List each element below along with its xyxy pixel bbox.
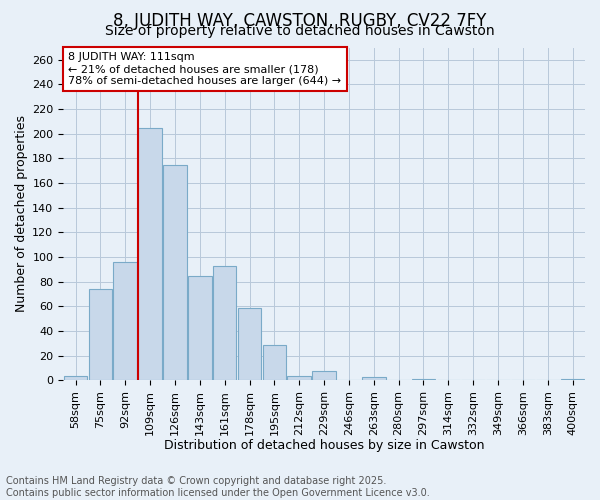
Text: 8, JUDITH WAY, CAWSTON, RUGBY, CV22 7FY: 8, JUDITH WAY, CAWSTON, RUGBY, CV22 7FY	[113, 12, 487, 30]
X-axis label: Distribution of detached houses by size in Cawston: Distribution of detached houses by size …	[164, 440, 484, 452]
Bar	[163, 164, 187, 380]
Bar	[238, 308, 262, 380]
Text: Contains HM Land Registry data © Crown copyright and database right 2025.
Contai: Contains HM Land Registry data © Crown c…	[6, 476, 430, 498]
Text: 8 JUDITH WAY: 111sqm
← 21% of detached houses are smaller (178)
78% of semi-deta: 8 JUDITH WAY: 111sqm ← 21% of detached h…	[68, 52, 341, 86]
Bar	[139, 128, 162, 380]
Bar	[263, 344, 286, 380]
Y-axis label: Number of detached properties: Number of detached properties	[15, 116, 28, 312]
Bar	[213, 266, 236, 380]
Bar	[64, 376, 88, 380]
Bar	[89, 289, 112, 380]
Bar	[287, 376, 311, 380]
Bar	[188, 276, 212, 380]
Bar	[113, 262, 137, 380]
Bar	[312, 370, 336, 380]
Bar	[362, 377, 386, 380]
Text: Size of property relative to detached houses in Cawston: Size of property relative to detached ho…	[105, 24, 495, 38]
